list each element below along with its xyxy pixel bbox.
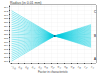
svg-text:0.4: 0.4 xyxy=(57,66,62,71)
svg-text:286: 286 xyxy=(4,21,9,24)
svg-text:-0.4: -0.4 xyxy=(30,66,36,71)
svg-text:282: 282 xyxy=(4,29,9,32)
svg-text:278: 278 xyxy=(4,37,9,40)
svg-text:1.0: 1.0 xyxy=(77,66,82,71)
svg-text:272: 272 xyxy=(4,48,9,51)
svg-text:C: C xyxy=(94,10,97,14)
svg-text:276: 276 xyxy=(4,41,9,44)
svg-text:292: 292 xyxy=(4,10,9,13)
svg-text:280: 280 xyxy=(4,33,9,36)
svg-text:-0.6: -0.6 xyxy=(24,66,30,71)
svg-text:284: 284 xyxy=(4,25,9,28)
svg-text:-0.8: -0.8 xyxy=(17,66,23,71)
svg-text:0.2: 0.2 xyxy=(50,66,55,71)
svg-text:0.6: 0.6 xyxy=(63,66,68,71)
svg-text:Factor in characteristic: Factor in characteristic xyxy=(38,70,69,74)
svg-text:274: 274 xyxy=(4,44,9,47)
svg-text:−1.0: −1.0 xyxy=(11,66,17,71)
svg-text:288: 288 xyxy=(4,17,9,20)
svg-text:Radius (in 0.01 mm): Radius (in 0.01 mm) xyxy=(10,1,42,5)
svg-text:266: 266 xyxy=(4,60,9,63)
svg-text:1.2: 1.2 xyxy=(83,66,88,71)
svg-text:-0.2: -0.2 xyxy=(37,66,43,71)
svg-text:290: 290 xyxy=(4,14,9,17)
svg-text:1.4: 1.4 xyxy=(90,66,95,71)
svg-text:0.0: 0.0 xyxy=(44,66,49,71)
svg-text:294: 294 xyxy=(4,6,9,9)
svg-text:268: 268 xyxy=(4,56,9,59)
svg-text:B: B xyxy=(94,34,96,38)
svg-text:0.8: 0.8 xyxy=(70,66,75,71)
svg-text:A: A xyxy=(94,57,96,61)
svg-text:270: 270 xyxy=(4,52,9,55)
